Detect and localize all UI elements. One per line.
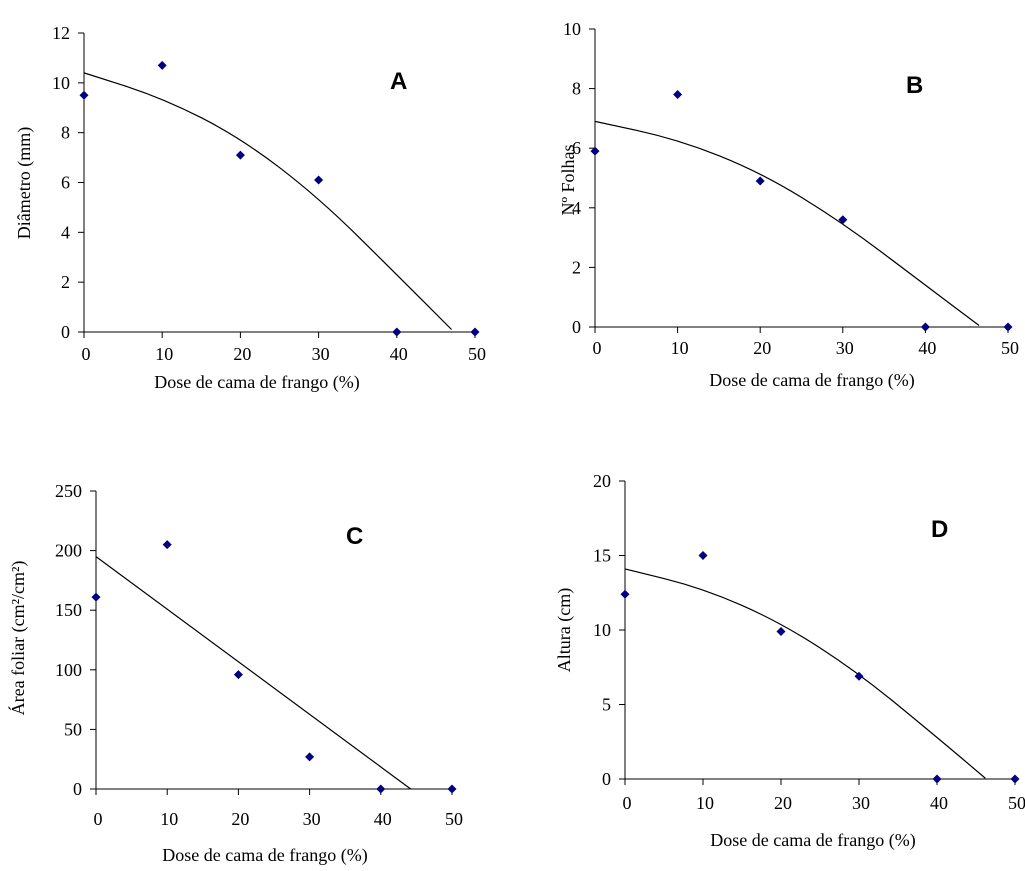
chart-d-data-point — [1010, 774, 1020, 784]
chart-a-y-tick-label: 10 — [52, 73, 70, 93]
chart-a-y-tick-label: 2 — [61, 272, 70, 292]
chart-panel-a: 0 2 4 6 8 10 12 0 10 20 30 40 50 A Dose de cama de fra… — [0, 0, 512, 435]
chart-a-data-point — [235, 150, 245, 160]
chart-b-panel-letter: B — [906, 72, 923, 99]
chart-d-x-tick-label: 40 — [930, 793, 948, 813]
chart-b-y-tick-label: 8 — [572, 79, 581, 99]
chart-c-y-tick-label: 150 — [55, 600, 82, 620]
chart-c-data-point — [447, 784, 457, 794]
chart-c-data-point — [233, 670, 243, 680]
chart-a-x-tick-label: 40 — [390, 344, 408, 364]
chart-a-x-tick-label: 10 — [155, 344, 173, 364]
chart-d-y-tick-label: 10 — [593, 620, 611, 640]
chart-c-y-tick-label: 200 — [55, 541, 82, 561]
chart-d-trendline — [624, 568, 986, 779]
chart-b-x-tick-label: 40 — [918, 338, 936, 358]
chart-c-x-tick-label: 30 — [303, 809, 321, 829]
chart-b-x-tick-label: 30 — [836, 338, 854, 358]
chart-c-data-point — [162, 540, 172, 550]
chart-c-x-tick-label: 20 — [231, 809, 249, 829]
chart-a-y-tick-label: 0 — [61, 322, 70, 342]
chart-c-data-point — [91, 592, 101, 602]
chart-b-y-tick-label: 0 — [572, 317, 581, 337]
chart-c-y-tick-label: 100 — [55, 660, 82, 680]
chart-d-x-tick-label: 30 — [852, 793, 870, 813]
chart-c-y-tick-label: 50 — [64, 719, 82, 739]
chart-b-data-point — [1003, 322, 1013, 332]
chart-b-x-tick-label: 50 — [1001, 338, 1019, 358]
chart-d-y-tick-label: 0 — [602, 769, 611, 789]
chart-svg-d: 0 5 10 15 20 0 10 20 30 40 50 D Dose de cama de fran… — [554, 471, 1025, 851]
chart-d-data-point — [698, 551, 708, 560]
chart-c-y-tick-label: 250 — [55, 481, 82, 501]
chart-a-panel-letter: A — [390, 68, 407, 95]
chart-b-data-point — [590, 146, 600, 156]
chart-d-x-tick-label: 50 — [1008, 793, 1025, 813]
chart-a-x-tick-label: 0 — [82, 344, 91, 364]
chart-a-data-point — [79, 90, 89, 100]
chart-d-data-point — [620, 589, 630, 599]
chart-b-data-point — [673, 90, 683, 100]
chart-b-trendline — [594, 120, 980, 326]
chart-a-data-point — [157, 60, 167, 70]
chart-a-data-point — [392, 327, 402, 337]
chart-c-x-axis-label: Dose de cama de frango (%) — [162, 845, 367, 866]
chart-c-data-point — [305, 752, 315, 762]
chart-b-y-tick-label: 2 — [572, 257, 581, 277]
chart-svg-c: 0 50 100 150 200 250 0 10 20 30 40 50 C Dose de cama … — [7, 481, 463, 866]
chart-svg-b: 0 2 4 6 8 10 0 10 20 30 40 50 B Dose de cama de frang… — [558, 19, 1019, 391]
chart-c-trendline — [95, 556, 412, 790]
chart-a-x-axis-label: Dose de cama de frango (%) — [154, 372, 359, 393]
chart-d-data-point — [854, 671, 864, 681]
chart-a-x-tick-label: 20 — [233, 344, 251, 364]
chart-c-x-tick-label: 10 — [160, 809, 178, 829]
chart-b-x-axis-label: Dose de cama de frango (%) — [709, 370, 914, 391]
chart-b-data-point — [920, 322, 930, 332]
chart-b-x-tick-label: 0 — [593, 338, 602, 358]
chart-svg-a: 0 2 4 6 8 10 12 0 10 20 30 40 50 A Dose de cama de fra… — [14, 23, 486, 393]
chart-d-y-tick-label: 5 — [602, 695, 611, 715]
chart-c-x-tick-label: 40 — [374, 809, 392, 829]
chart-d-data-point — [776, 626, 786, 636]
chart-a-data-point — [314, 175, 324, 185]
chart-d-x-axis-label: Dose de cama de frango (%) — [710, 830, 915, 851]
chart-d-x-tick-label: 20 — [774, 793, 792, 813]
chart-d-x-tick-label: 0 — [623, 793, 632, 813]
chart-a-y-tick-label: 6 — [61, 173, 70, 193]
chart-b-x-tick-label: 20 — [753, 338, 771, 358]
chart-c-x-tick-label: 50 — [445, 809, 463, 829]
chart-b-y-tick-label: 10 — [563, 19, 581, 39]
chart-b-data-point — [838, 215, 848, 225]
chart-d-panel-letter: D — [931, 516, 948, 543]
chart-c-x-tick-label: 0 — [94, 809, 103, 829]
chart-b-x-tick-label: 10 — [671, 338, 689, 358]
chart-panel-b: 0 2 4 6 8 10 0 10 20 30 40 50 B Dose de cama de frang… — [512, 0, 1024, 435]
chart-a-trendline — [83, 72, 452, 330]
chart-a-y-tick-label: 8 — [61, 123, 70, 143]
chart-b-data-point — [755, 176, 765, 186]
chart-b-y-tick-label: 4 — [572, 198, 581, 218]
chart-panel-d: 0 5 10 15 20 0 10 20 30 40 50 D Dose de cama de fran… — [512, 436, 1025, 871]
chart-d-y-tick-label: 15 — [593, 546, 611, 566]
chart-a-x-tick-label: 30 — [312, 344, 330, 364]
chart-a-data-point — [470, 327, 480, 337]
chart-b-y-axis-label: Nº Folhas — [558, 144, 578, 215]
chart-a-y-tick-label: 4 — [61, 222, 70, 242]
chart-d-y-axis-label: Altura (cm) — [554, 588, 575, 672]
chart-b-y-tick-label: 6 — [572, 138, 581, 158]
chart-c-y-tick-label: 0 — [73, 779, 82, 799]
chart-a-x-tick-label: 50 — [468, 344, 486, 364]
chart-panel-c: 0 50 100 150 200 250 0 10 20 30 40 50 C Dose de cama … — [0, 436, 512, 871]
chart-c-data-point — [376, 784, 386, 794]
chart-a-y-tick-label: 12 — [52, 23, 70, 43]
chart-a-y-axis-label: Diâmetro (mm) — [14, 127, 35, 239]
chart-d-data-point — [932, 774, 942, 784]
chart-d-y-tick-label: 20 — [593, 471, 611, 491]
chart-d-x-tick-label: 10 — [696, 793, 714, 813]
chart-c-panel-letter: C — [346, 523, 363, 550]
chart-c-y-axis-label: Área foliar (cm²/cm²) — [7, 561, 29, 716]
